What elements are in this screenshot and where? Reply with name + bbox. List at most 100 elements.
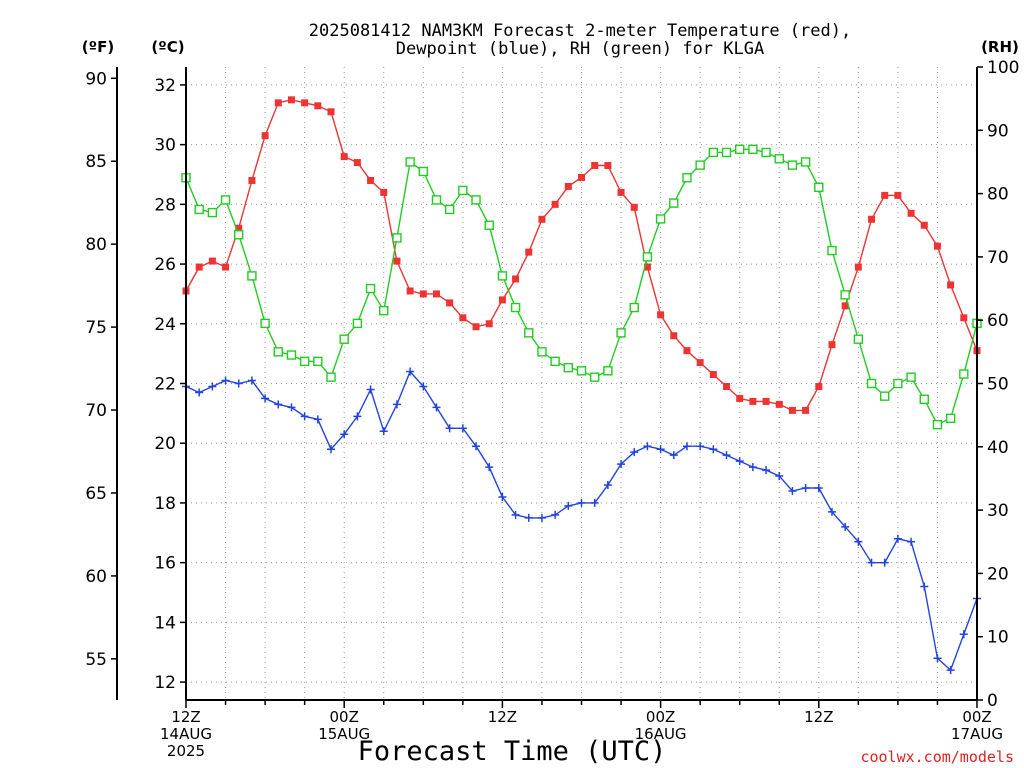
rh-tick-label: 30	[987, 501, 1009, 521]
rh-point	[787, 160, 798, 170]
rh-point	[642, 252, 653, 262]
rh-point	[735, 144, 745, 154]
rh-point	[286, 350, 297, 360]
temperature-point	[248, 176, 256, 184]
x-tick-label: 14AUG	[160, 725, 212, 743]
dewpoint-point	[485, 463, 494, 472]
rh-point	[603, 366, 613, 376]
temperature-point	[630, 203, 638, 211]
temperature-point	[340, 153, 348, 161]
x-tick-label: 00Z	[646, 708, 675, 726]
celsius-tick-label: 12	[154, 673, 176, 693]
dewpoint-point	[656, 445, 665, 454]
dewpoint-point	[669, 451, 678, 460]
temperature-point	[815, 382, 823, 390]
dewpoint-point	[392, 400, 401, 409]
dewpoint-point	[682, 442, 691, 451]
x-tick-label: 16AUG	[635, 725, 687, 743]
dewpoint-point	[590, 498, 599, 507]
rh-point	[471, 195, 481, 205]
rh-point	[273, 347, 283, 357]
dewpoint-point	[340, 430, 349, 439]
dewpoint-point	[472, 442, 481, 451]
temperature-point	[841, 302, 849, 310]
rh-point	[655, 214, 666, 224]
dewpoint-point	[327, 445, 336, 454]
x-tick-label: 17AUG	[951, 725, 1003, 743]
temperature-point	[868, 215, 876, 223]
temperature-point	[287, 96, 295, 104]
temperature-point	[920, 221, 928, 229]
dewpoint-point	[748, 463, 757, 472]
dewpoint-point	[630, 448, 639, 457]
temperature-point	[788, 406, 796, 414]
temperature-point	[709, 371, 717, 379]
temperature-point	[525, 248, 533, 256]
temperature-point	[512, 275, 520, 283]
temperature-point	[762, 397, 770, 405]
rh-point	[524, 328, 534, 338]
rh-point	[299, 356, 310, 367]
rh-point	[669, 198, 679, 208]
dewpoint-point	[788, 486, 797, 495]
rh-point	[853, 334, 864, 344]
fahrenheit-unit-label: (ºF)	[82, 38, 114, 56]
temperature-point	[208, 257, 216, 265]
fahrenheit-tick-label: 75	[85, 318, 107, 338]
rh-point	[932, 419, 943, 430]
dewpoint-point	[827, 507, 836, 516]
dewpoint-point	[419, 382, 428, 391]
temperature-point	[406, 287, 414, 295]
temperature-point	[314, 102, 322, 110]
rh-point	[761, 147, 771, 158]
dewpoint-point	[709, 445, 718, 454]
dewpoint-point	[893, 534, 902, 543]
dewpoint-point	[287, 403, 296, 412]
rh-point	[576, 366, 587, 376]
rh-point	[352, 318, 363, 329]
dewpoint-point	[300, 412, 309, 421]
temperature-point	[960, 314, 968, 322]
x-tick-label: 12Z	[488, 708, 517, 726]
x-tick-label: 12Z	[171, 708, 200, 726]
x-tick-label: 2025	[167, 742, 205, 760]
temperature-point	[643, 263, 651, 271]
temperature-point	[617, 188, 625, 196]
temperature-point	[195, 263, 203, 271]
dewpoint-point	[432, 403, 441, 412]
temperature-point	[683, 347, 691, 355]
dewpoint-point	[933, 654, 942, 663]
temperature-point	[393, 257, 401, 265]
dewpoint-point	[735, 457, 744, 466]
rh-point	[247, 271, 257, 281]
celsius-tick-label: 24	[154, 315, 176, 335]
rh-point	[814, 182, 824, 192]
x-tick-label: 15AUG	[318, 725, 370, 743]
rh-point	[682, 173, 692, 183]
dewpoint-point	[511, 510, 520, 519]
dewpoint-point	[880, 558, 889, 567]
temperature-point	[854, 263, 862, 271]
rh-point	[260, 318, 270, 329]
temperature-point	[749, 397, 757, 405]
temperature-point	[736, 394, 744, 402]
dewpoint-point	[775, 472, 784, 481]
celsius-tick-label: 14	[154, 613, 176, 633]
dewpoint-point	[564, 501, 573, 510]
temperature-point	[235, 224, 243, 232]
rh-tick-label: 80	[987, 185, 1009, 205]
rh-point	[748, 144, 758, 154]
temperature-point	[327, 108, 335, 116]
rh-point	[392, 233, 402, 243]
grid	[186, 67, 977, 700]
rh-point	[721, 147, 732, 158]
celsius-tick-label: 32	[154, 76, 176, 96]
temperature-point	[380, 188, 388, 196]
temperature-point	[723, 382, 731, 390]
celsius-tick-label: 16	[154, 554, 176, 574]
dewpoint-point	[603, 481, 612, 490]
rh-point	[418, 166, 428, 177]
dewpoint-point	[406, 367, 415, 376]
dewpoint-point	[841, 522, 850, 531]
dewpoint-point	[722, 451, 731, 460]
